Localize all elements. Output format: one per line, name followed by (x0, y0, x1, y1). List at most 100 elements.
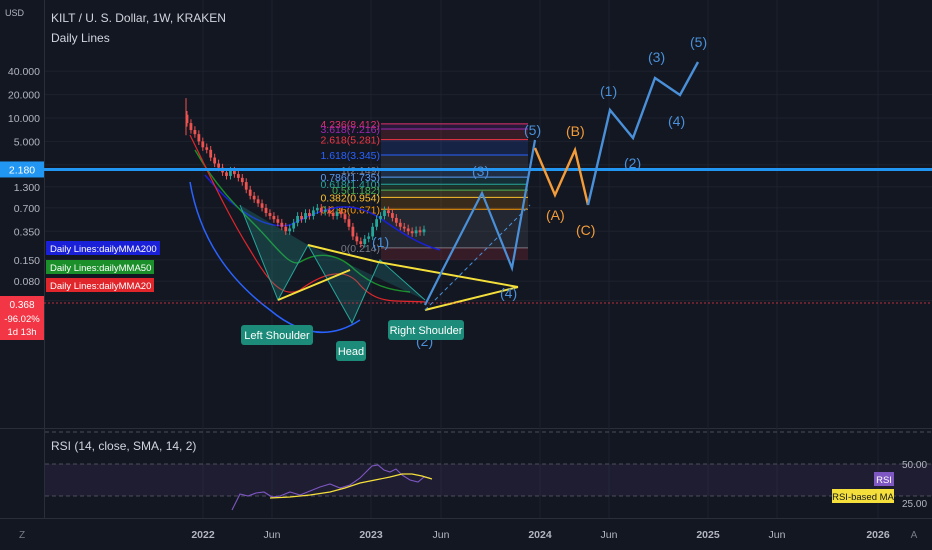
svg-text:Head: Head (338, 346, 364, 358)
candle-body (284, 226, 288, 232)
wave-label: (3) (648, 49, 665, 65)
wave-projection-2[interactable] (586, 61, 700, 206)
rsi-title[interactable]: RSI (14, close, SMA, 14, 2) (51, 439, 196, 453)
svg-text:Daily Lines:dailyMMA50: Daily Lines:dailyMMA50 (50, 263, 151, 274)
candle-body (402, 226, 406, 229)
wave-label: (3) (472, 163, 489, 179)
svg-text:RSI: RSI (876, 475, 892, 486)
wave-label: (1) (600, 83, 617, 99)
candle-body (280, 222, 284, 227)
current-price-badge: 0.368 -96.02% 1d 13h (0, 296, 44, 340)
wave-projection-1[interactable] (424, 139, 537, 306)
candle-body (410, 231, 414, 234)
candle-body (272, 215, 276, 220)
candle-body (201, 141, 205, 148)
wave-label-orange: (A) (546, 207, 565, 223)
candle-body (189, 123, 193, 131)
fib-level-label: 1.618(3.345) (320, 150, 380, 162)
rsi-tick: 50.00 (902, 460, 927, 471)
fib-level-label: 4.236(8.412) (320, 119, 380, 131)
fib-band (381, 155, 528, 170)
triangle-upper-line[interactable] (307, 244, 519, 288)
left-neckline[interactable] (277, 269, 351, 301)
right-shoulder-label[interactable]: Right Shoulder (388, 320, 464, 340)
candle-body (383, 210, 386, 216)
candle-body (276, 219, 280, 223)
fib-band (381, 129, 528, 140)
fib-level-label: 0.618(1.410) (320, 179, 380, 191)
time-tick: 2024 (528, 529, 552, 541)
candle-body (233, 170, 236, 175)
time-tick: 2026 (866, 529, 890, 541)
rsi-ma-badge: RSI-based MA (832, 489, 895, 503)
fib-band (381, 197, 528, 210)
level-price-badge: 2.180 (0, 161, 44, 178)
candle-body (347, 219, 351, 227)
candle-body (367, 236, 371, 239)
timezone-icon[interactable]: Z (19, 530, 25, 541)
pattern-fill-right (308, 245, 425, 323)
indicator-name[interactable]: Daily Lines (51, 31, 110, 45)
wave-label-orange: (C) (576, 222, 595, 238)
ma50-line (194, 149, 411, 293)
ma200-curve (189, 181, 361, 333)
time-tick: Jun (769, 529, 786, 541)
legend-tag-ma20[interactable]: Daily Lines:dailyMMA20 (46, 278, 154, 292)
candle-body (209, 149, 213, 158)
legend-tag-ma50[interactable]: Daily Lines:dailyMMA50 (46, 260, 154, 274)
legend-tag-ma200[interactable]: Daily Lines:dailyMMA200 (46, 241, 160, 255)
price-tick: 0.350 (14, 226, 40, 238)
wave-label-orange: (B) (566, 123, 585, 139)
rsi-band (45, 464, 932, 496)
svg-text:Right Shoulder: Right Shoulder (390, 325, 463, 337)
abc-correction[interactable] (533, 146, 590, 206)
fib-band (381, 123, 528, 130)
fib-band (381, 190, 528, 198)
candle-body (414, 230, 418, 234)
pattern-fill-left (240, 205, 308, 300)
fib-level-label: 3.618(7.216) (320, 124, 380, 136)
candle-body (343, 214, 347, 220)
candle-body (288, 228, 292, 232)
candle-body (217, 163, 220, 168)
candle-body (304, 213, 307, 220)
candle-body (252, 195, 256, 200)
candle-body (308, 213, 311, 216)
price-tick: 1.300 (14, 182, 40, 194)
candle-body (387, 210, 390, 214)
price-tick: 0.080 (14, 276, 40, 288)
head-label[interactable]: Head (336, 341, 366, 361)
price-axis-panel[interactable] (0, 0, 44, 518)
candle-body (422, 229, 426, 233)
time-tick: 2022 (191, 529, 215, 541)
fibonacci-extension[interactable]: 4.236(8.412)3.618(7.216)2.618(5.281) 1.61… (320, 119, 528, 260)
candle-body (335, 211, 339, 216)
candle-body (359, 241, 363, 245)
svg-text:RSI-based MA: RSI-based MA (832, 492, 894, 503)
price-tick: 40.000 (8, 66, 40, 78)
svg-text:2.180: 2.180 (9, 164, 35, 176)
price-change: -96.02% (4, 314, 40, 325)
price-tick: 10.000 (8, 113, 40, 125)
candle-body (236, 174, 240, 178)
time-tick: Jun (601, 529, 618, 541)
wave-dashed-guide (424, 204, 531, 311)
left-shoulder-label[interactable]: Left Shoulder (241, 325, 313, 345)
wave-label: (4) (668, 113, 685, 129)
auto-scale-icon[interactable]: A (911, 530, 918, 541)
chart-title[interactable]: KILT / U. S. Dollar, 1W, KRAKEN (51, 11, 226, 25)
wave-label: (5) (524, 122, 541, 138)
candle-body (292, 222, 296, 229)
time-tick: Jun (264, 529, 281, 541)
candle-body (240, 177, 244, 183)
fib-level-label: 0.5(1.182) (332, 185, 380, 197)
candle-body (331, 213, 335, 216)
price-tick: 20.000 (8, 90, 40, 102)
candle-body (300, 215, 303, 220)
candle-body (264, 207, 268, 214)
time-axis[interactable]: 2022 Jun 2023 Jun 2024 Jun 2025 Jun 2026 (191, 529, 890, 541)
candle-body (394, 217, 398, 223)
triangle-lower-line[interactable] (424, 286, 519, 311)
candlestick-series[interactable] (185, 98, 426, 248)
